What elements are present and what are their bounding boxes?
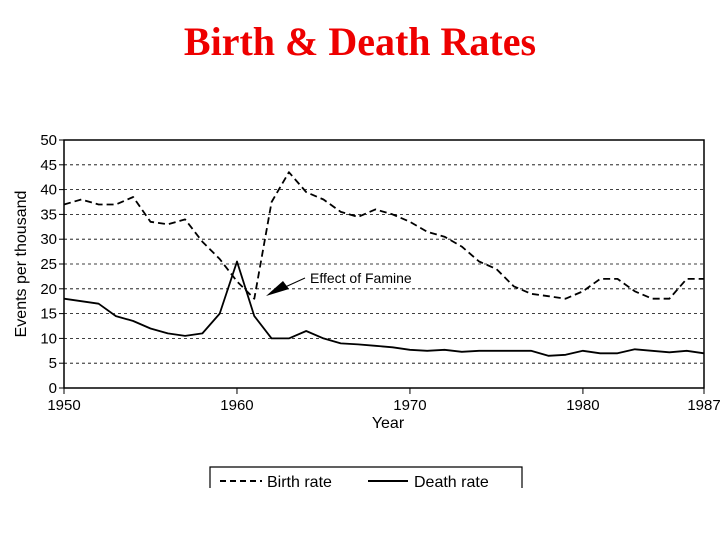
x-tick-label: 1950 [47,397,80,414]
annotation-label: Effect of Famine [310,270,412,286]
y-tick-label: 35 [40,206,57,223]
y-tick-label: 40 [40,182,57,199]
y-tick-label: 50 [40,132,57,149]
y-tick-label: 25 [40,256,57,273]
x-tick-label: 1960 [220,397,253,414]
legend-box [209,466,523,488]
y-tick-label: 10 [40,330,57,347]
y-tick-label: 0 [49,380,57,397]
series-lines [63,171,705,357]
famine-annotation: Effect of Famine [266,270,412,296]
y-tick-label: 5 [49,355,57,372]
x-axis-ticks: 1950 1960 1970 1980 1987 [47,388,720,414]
x-tick-label: 1987 [687,397,720,414]
slide-title: Birth & Death Rates [183,19,537,64]
y-tick-label: 15 [40,306,57,323]
x-tick-label: 1980 [566,397,599,414]
y-tick-label: 30 [40,231,57,248]
series-line-death-rate [63,260,705,357]
annotation-arrowhead [266,281,289,296]
series-line-birth-rate [63,171,704,300]
legend-label-death: Death rate [414,474,489,491]
x-tick-label: 1970 [393,397,426,414]
y-axis-label: Events per thousand [13,191,30,338]
legend-label-birth: Birth rate [267,474,332,491]
y-axis-ticks: 0 5 10 15 20 25 30 35 40 45 50 [40,132,64,397]
gridlines [64,164,704,364]
y-tick-label: 20 [40,281,57,298]
legend: Birth rate Death rate [209,466,523,491]
x-axis-label: Year [372,415,405,432]
y-tick-label: 45 [40,157,57,174]
